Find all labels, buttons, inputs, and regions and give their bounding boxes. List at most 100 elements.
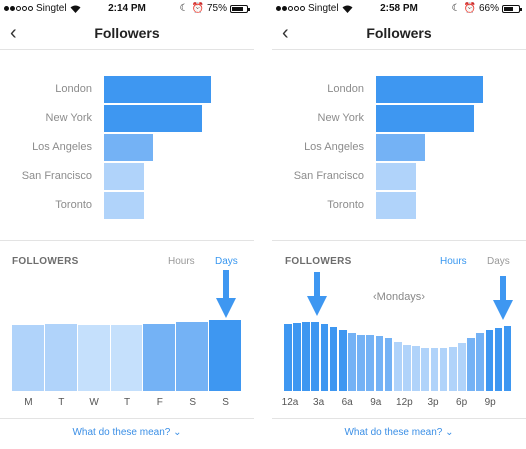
nav-bar: ‹ Followers	[272, 18, 526, 48]
hour-bar	[375, 336, 384, 391]
tab-hours[interactable]: Hours	[168, 256, 195, 267]
signal-icon	[276, 6, 305, 11]
day-selector[interactable]: ‹Mondays›	[373, 291, 425, 303]
day-bar	[143, 323, 176, 391]
hour-bar	[494, 327, 503, 391]
hour-bar	[366, 334, 375, 391]
location-bar	[376, 134, 426, 161]
hour-bar	[393, 342, 402, 391]
x-tick-label: 9a	[370, 397, 382, 408]
chevron-down-icon: ⌄	[173, 427, 182, 438]
hour-bar	[302, 322, 310, 391]
status-time: 2:14 PM	[108, 3, 146, 14]
x-tick-label: M	[24, 397, 33, 408]
wifi-icon	[342, 5, 353, 13]
location-bar	[104, 192, 144, 219]
carrier-name: Singtel	[308, 3, 339, 14]
hour-bar	[412, 346, 420, 391]
arrow-down-icon	[493, 276, 513, 320]
tab-hours[interactable]: Hours	[440, 256, 467, 267]
day-bar	[44, 323, 77, 391]
city-label: New York	[317, 112, 364, 124]
divider	[0, 240, 254, 241]
status-bar: Singtel 2:14 PM ☾ ⏰ 75%	[0, 0, 254, 18]
location-bar	[376, 163, 416, 190]
moon-icon: ☾	[179, 3, 189, 14]
x-tick-label: 6a	[341, 397, 353, 408]
page-title: Followers	[94, 25, 160, 41]
hour-bar	[448, 346, 457, 391]
chevron-left-icon[interactable]: ‹	[373, 291, 377, 303]
alarm-icon: ⏰	[191, 3, 204, 14]
hour-bar	[384, 338, 393, 391]
location-bar	[376, 76, 483, 103]
back-chevron-icon[interactable]: ‹	[10, 22, 17, 44]
page-title: Followers	[366, 25, 432, 41]
status-bar: Singtel 2:58 PM ☾ ⏰ 66%	[272, 0, 526, 18]
back-chevron-icon[interactable]: ‹	[282, 22, 289, 44]
followers-heading: FOLLOWERS	[285, 256, 352, 267]
hour-bar	[311, 322, 320, 391]
status-time: 2:58 PM	[380, 3, 418, 14]
location-bar	[104, 163, 144, 190]
followers-heading: FOLLOWERS	[12, 256, 79, 267]
screen-hours: Singtel 2:58 PM ☾ ⏰ 66% ‹ Followers Lond…	[272, 0, 526, 449]
x-tick-label: S	[222, 397, 229, 408]
carrier-name: Singtel	[36, 3, 67, 14]
hour-bar	[320, 323, 329, 391]
moon-icon: ☾	[451, 3, 461, 14]
divider	[0, 49, 254, 50]
divider	[272, 49, 526, 50]
day-bar	[110, 324, 143, 391]
x-tick-label: 6p	[456, 397, 468, 408]
city-label: San Francisco	[293, 170, 364, 182]
hour-bar	[293, 322, 301, 391]
hour-bar	[329, 327, 338, 391]
hour-bar	[485, 329, 494, 391]
x-tick-label: 3a	[313, 397, 325, 408]
battery-percent: 75%	[206, 3, 227, 14]
hour-bar	[284, 323, 292, 391]
hour-bar	[476, 332, 485, 391]
screen-days: Singtel 2:14 PM ☾ ⏰ 75% ‹ Followers Lond…	[0, 0, 254, 449]
city-label: Los Angeles	[304, 141, 364, 153]
chevron-down-icon: ⌄	[445, 427, 454, 438]
tab-days[interactable]: Days	[215, 256, 238, 267]
hour-bar	[467, 337, 475, 391]
divider	[0, 418, 254, 419]
location-bar	[104, 134, 154, 161]
battery-icon	[230, 4, 250, 13]
hour-bar	[430, 348, 439, 391]
x-tick-label: S	[189, 397, 197, 408]
city-label: London	[55, 83, 92, 95]
day-bar	[209, 320, 241, 391]
battery-percent: 66%	[478, 3, 499, 14]
x-tick-label: W	[89, 397, 99, 408]
divider	[272, 418, 526, 419]
hour-bar	[458, 343, 466, 391]
what-do-these-mean-link[interactable]: What do these mean? ⌄	[72, 427, 182, 438]
arrow-down-icon	[216, 270, 236, 318]
city-label: Los Angeles	[32, 141, 92, 153]
location-bar	[376, 192, 416, 219]
x-tick-label: 3p	[427, 397, 439, 408]
hour-bar	[421, 347, 430, 391]
battery-icon	[502, 4, 522, 13]
x-tick-label: 12p	[396, 397, 413, 408]
hour-bar	[338, 329, 347, 391]
hour-bar	[348, 332, 356, 391]
hour-bar	[503, 325, 512, 391]
city-label: London	[327, 83, 364, 95]
tab-days[interactable]: Days	[487, 256, 510, 267]
alarm-icon: ⏰	[463, 3, 476, 14]
day-bar	[12, 324, 44, 391]
chevron-right-icon[interactable]: ›	[421, 291, 425, 303]
x-tick-label: T	[123, 397, 131, 408]
divider	[272, 240, 526, 241]
x-tick-label: 9p	[484, 397, 496, 408]
hour-bar	[439, 348, 448, 391]
what-do-these-mean-link[interactable]: What do these mean? ⌄	[344, 427, 454, 438]
location-bar	[104, 76, 211, 103]
location-bar	[104, 105, 203, 132]
city-label: New York	[45, 112, 92, 124]
